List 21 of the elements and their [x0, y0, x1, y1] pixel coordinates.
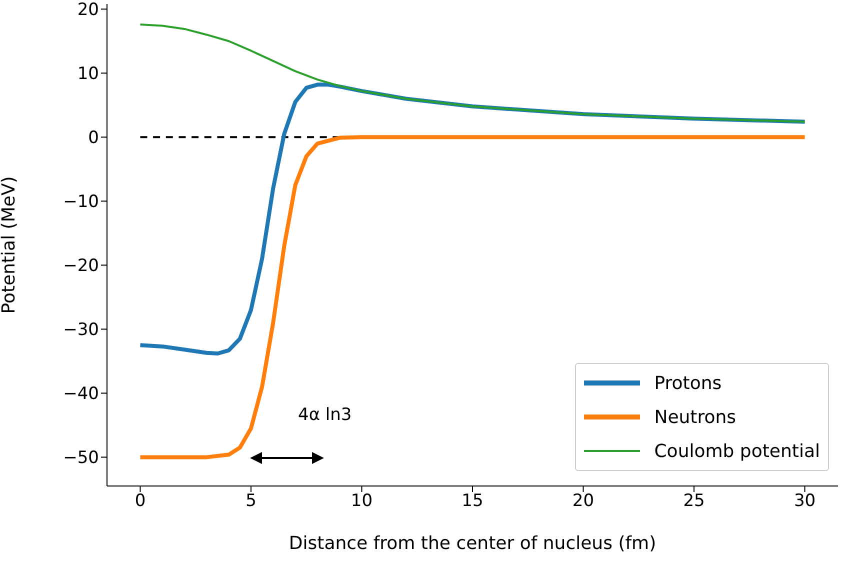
- x-axis-title: Distance from the center of nucleus (fm): [288, 532, 656, 554]
- y-tick-label: 0: [88, 128, 99, 148]
- y-tick-label: 10: [77, 64, 99, 84]
- y-tick-label: −40: [63, 384, 99, 404]
- y-tick-label: 20: [77, 0, 99, 20]
- y-tick-label: −20: [63, 256, 99, 276]
- legend-label: Neutrons: [654, 406, 736, 428]
- y-axis-title: Potential (MeV): [0, 176, 20, 314]
- x-tick-label: 20: [572, 491, 594, 512]
- x-tick-label: 30: [794, 491, 816, 512]
- y-tick-label: −10: [63, 192, 99, 212]
- y-tick-label: −50: [63, 448, 99, 468]
- legend-label: Coulomb potential: [654, 440, 820, 462]
- y-tick-label: −30: [63, 320, 99, 340]
- x-tick-label: 15: [462, 491, 484, 512]
- x-tick-label: 25: [683, 491, 705, 512]
- x-tick-label: 10: [350, 491, 373, 512]
- x-tick-label: 5: [246, 491, 256, 512]
- annotation: 4α ln3: [298, 405, 352, 425]
- legend-label: Protons: [654, 372, 722, 394]
- x-tick-label: 0: [134, 491, 146, 512]
